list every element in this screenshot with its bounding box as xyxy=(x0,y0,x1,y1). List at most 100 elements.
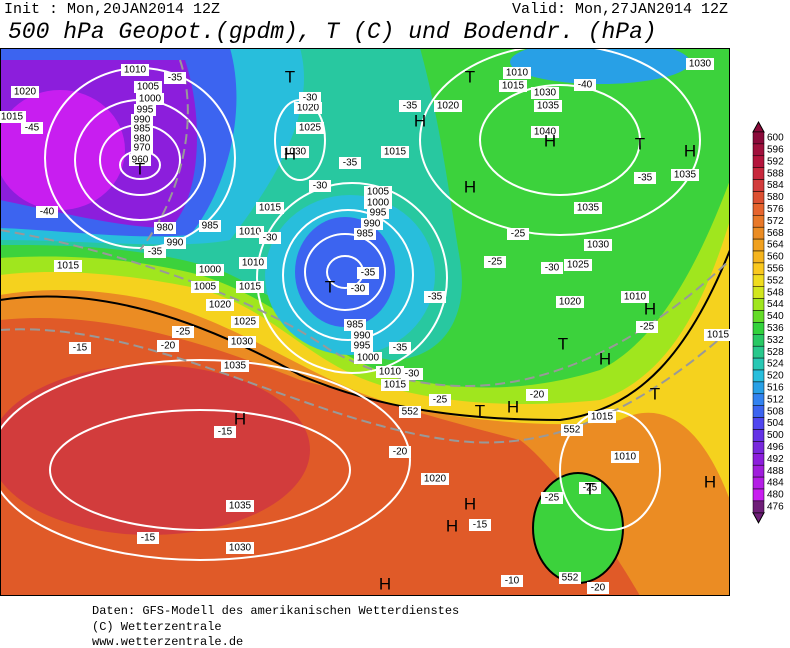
label-box xyxy=(299,92,321,104)
map-label: -35 xyxy=(638,173,653,184)
colorbar-label: 532 xyxy=(767,335,784,346)
label-box xyxy=(399,406,421,418)
map-label: -25 xyxy=(511,229,526,240)
colorbar-swatch xyxy=(752,131,765,145)
colorbar-label: 600 xyxy=(767,133,784,144)
map-label: -30 xyxy=(545,263,560,274)
map-label: 985 xyxy=(357,229,374,240)
map-label: -30 xyxy=(303,93,318,104)
map-label: -35 xyxy=(361,268,376,279)
map-label: 552 xyxy=(562,573,579,584)
map-label: -25 xyxy=(488,257,503,268)
colorbar-swatch xyxy=(752,500,765,514)
field-cold-pool xyxy=(532,472,624,584)
map-label: 990 xyxy=(364,219,381,230)
label-box xyxy=(164,72,186,84)
pressure-center: H xyxy=(544,131,556,150)
map xyxy=(0,48,730,596)
map-label: 1015 xyxy=(1,112,24,123)
field-cyan xyxy=(510,48,690,84)
label-box xyxy=(531,87,559,99)
colorbar-cap xyxy=(752,120,765,133)
map-label: -35 xyxy=(428,292,443,303)
map-label: 1020 xyxy=(559,297,582,308)
map-label: -30 xyxy=(405,369,420,380)
label-box xyxy=(424,291,446,303)
label-box xyxy=(0,111,26,123)
colorbar-label: 476 xyxy=(767,501,784,512)
colorbar-swatch xyxy=(752,453,765,466)
label-box xyxy=(381,146,409,158)
map-label: 1005 xyxy=(367,187,390,198)
map-label: 995 xyxy=(370,208,387,219)
label-box xyxy=(36,206,58,218)
label-box xyxy=(381,379,409,391)
map-label: 1035 xyxy=(674,170,697,181)
label-box xyxy=(228,336,256,348)
map-label: 1010 xyxy=(242,258,265,269)
map-label: 1000 xyxy=(139,94,162,105)
colorbar-swatch xyxy=(752,298,765,311)
map-label: 1015 xyxy=(239,282,262,293)
colorbar-label: 584 xyxy=(767,180,784,191)
colorbar-label: 492 xyxy=(767,454,784,465)
label-box xyxy=(429,394,451,406)
colorbar-swatch xyxy=(752,393,765,406)
label-box xyxy=(364,186,392,198)
pressure-center: H xyxy=(234,409,246,428)
pressure-center: H xyxy=(464,177,476,196)
colorbar-label: 556 xyxy=(767,263,784,274)
colorbar-swatch xyxy=(752,429,765,442)
colorbar-label: 552 xyxy=(767,275,784,286)
map-label: 990 xyxy=(167,238,184,249)
label-box xyxy=(503,67,531,79)
colorbar-label: 528 xyxy=(767,347,784,358)
map-label: 1015 xyxy=(384,147,407,158)
pressure-center: H xyxy=(284,144,296,163)
pressure-center: H xyxy=(644,299,656,318)
colorbar-swatch xyxy=(752,155,765,168)
label-box xyxy=(351,340,373,352)
label-box xyxy=(357,267,379,279)
label-box xyxy=(376,366,404,378)
footer-url: www.wetterzentrale.de xyxy=(92,635,243,648)
pressure-center: H xyxy=(414,111,426,130)
colorbar-label: 516 xyxy=(767,382,784,393)
pressure-center: T xyxy=(558,334,568,353)
map-label: -20 xyxy=(393,447,408,458)
field-magenta xyxy=(0,90,125,210)
pressure-center: H xyxy=(704,472,716,491)
colorbar-label: 480 xyxy=(767,490,784,501)
map-label: -15 xyxy=(141,533,156,544)
map-label: -30 xyxy=(313,181,328,192)
map-label: -25 xyxy=(176,327,191,338)
colorbar-swatch xyxy=(752,441,765,454)
field-hot xyxy=(0,365,310,535)
colorbar-label: 484 xyxy=(767,478,784,489)
colorbar-swatch xyxy=(752,167,765,180)
label-box xyxy=(704,329,732,341)
label-box xyxy=(129,154,151,166)
map-label: 552 xyxy=(402,407,419,418)
map-label: -25 xyxy=(640,322,655,333)
map-label: 1000 xyxy=(199,265,222,276)
map-label: 1020 xyxy=(437,101,460,112)
map-label: 1035 xyxy=(224,361,247,372)
label-box xyxy=(564,259,592,271)
label-box xyxy=(191,281,219,293)
pressure-center: T xyxy=(475,401,485,420)
label-box xyxy=(559,572,581,584)
map-label: -15 xyxy=(473,520,488,531)
label-box xyxy=(541,262,563,274)
label-box xyxy=(172,326,194,338)
footer-source: Daten: GFS-Modell des amerikanischen Wet… xyxy=(92,604,459,618)
label-box xyxy=(54,260,82,272)
map-labels: 10101005100099599098598097096010201015-4… xyxy=(0,58,732,594)
map-label: -35 xyxy=(168,73,183,84)
label-box xyxy=(634,172,656,184)
colorbar-label: 496 xyxy=(767,442,784,453)
label-box xyxy=(131,142,153,154)
label-box xyxy=(69,342,91,354)
map-label: 1000 xyxy=(367,198,390,209)
label-box xyxy=(556,296,584,308)
